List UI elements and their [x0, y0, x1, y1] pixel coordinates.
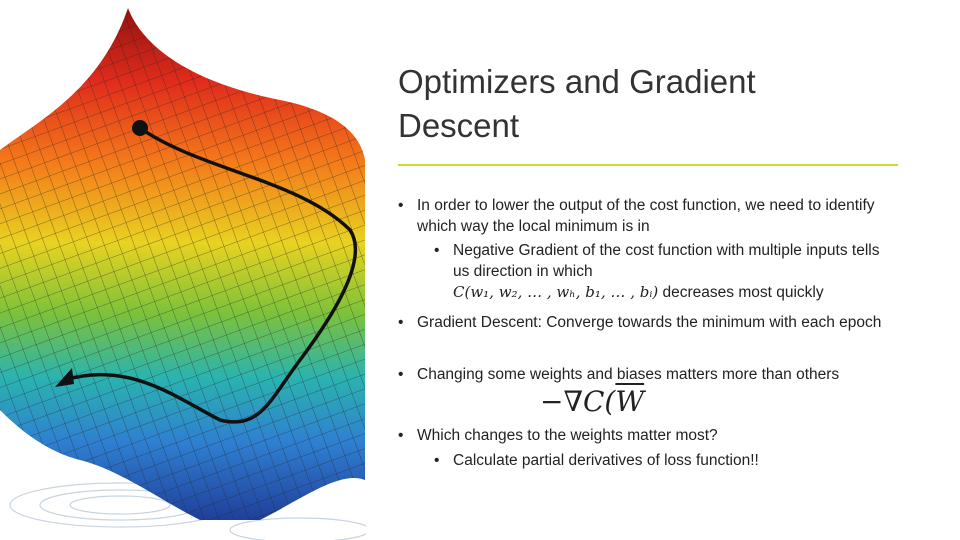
formula-prefix: −∇C(: [540, 385, 616, 418]
bullet: Which changes to the weights matter most…: [398, 425, 892, 446]
formula-vector: W: [615, 385, 645, 418]
bullet-text: decreases most quickly: [662, 284, 824, 301]
bullet: Gradient Descent: Converge towards the m…: [398, 312, 892, 333]
gradient-formula: −∇C(W: [540, 385, 644, 418]
title: Optimizers and Gradient Descent: [398, 63, 756, 144]
bullet-text: Negative Gradient of the cost function w…: [453, 242, 880, 280]
title-rule: [398, 164, 898, 166]
surface-illustration: [0, 8, 366, 540]
sub-bullet: Calculate partial derivatives of loss fu…: [434, 450, 893, 471]
bullet: In order to lower the output of the cost…: [398, 195, 892, 237]
formula: C(w₁, w₂, … , wₕ, b₁, … , bᵢ): [453, 283, 659, 301]
bullet: Changing some weights and biases matters…: [398, 364, 892, 385]
sub-bullet: Negative Gradient of the cost function w…: [434, 240, 893, 303]
